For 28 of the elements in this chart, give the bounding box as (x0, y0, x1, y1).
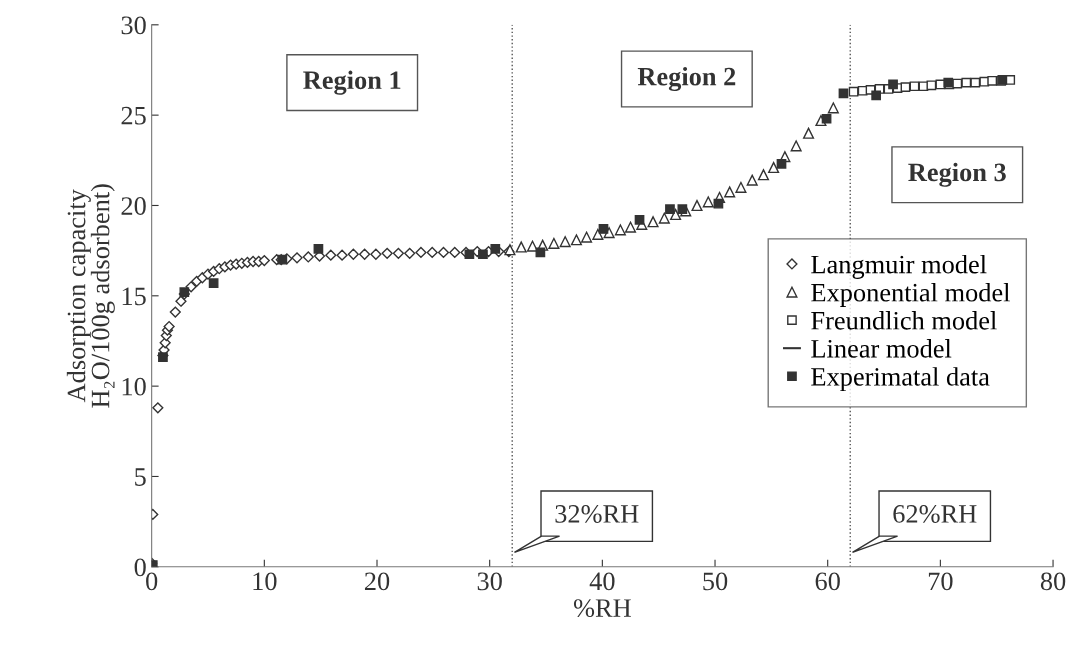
ref-line-label: 62%RH (893, 505, 977, 523)
y-tick-label: 10 (122, 377, 146, 396)
x-tick-label: 10 (253, 572, 277, 591)
annotation: Region 3 (908, 162, 1006, 187)
y-tick-label: 25 (121, 106, 146, 125)
y-tick-label: 0 (134, 558, 146, 577)
x-tick-label: 30 (477, 572, 502, 591)
legend-label: Freundlich model (811, 311, 997, 330)
legend-label: Linear model (811, 339, 952, 358)
legend-label: Langmuir model (811, 254, 987, 279)
x-tick-label: 80 (1040, 572, 1066, 591)
y-tick-label: 20 (121, 197, 146, 215)
x-tick-label: 60 (815, 572, 840, 591)
y-axis-title: Adsorption capacity H₂O/100g adsorbent) (66, 184, 115, 408)
x-tick-label: 0 (146, 572, 158, 591)
ref-line-label: 32%RH (555, 505, 639, 523)
annotation: Region 1 (303, 70, 401, 95)
x-tick-label: 40 (589, 572, 615, 591)
x-tick-label: 70 (928, 572, 953, 591)
legend-label: Exponential model (811, 283, 1010, 307)
y-tick-label: 15 (122, 287, 146, 306)
x-tick-label: 20 (364, 572, 390, 591)
y-tick-label: 5 (135, 468, 146, 486)
y-tick-label: 30 (121, 16, 146, 35)
x-axis-title: %RH (573, 599, 631, 618)
legend-label: Experimatal data (811, 367, 990, 392)
x-tick-label: 50 (703, 572, 728, 591)
annotation: Region 2 (637, 66, 736, 92)
